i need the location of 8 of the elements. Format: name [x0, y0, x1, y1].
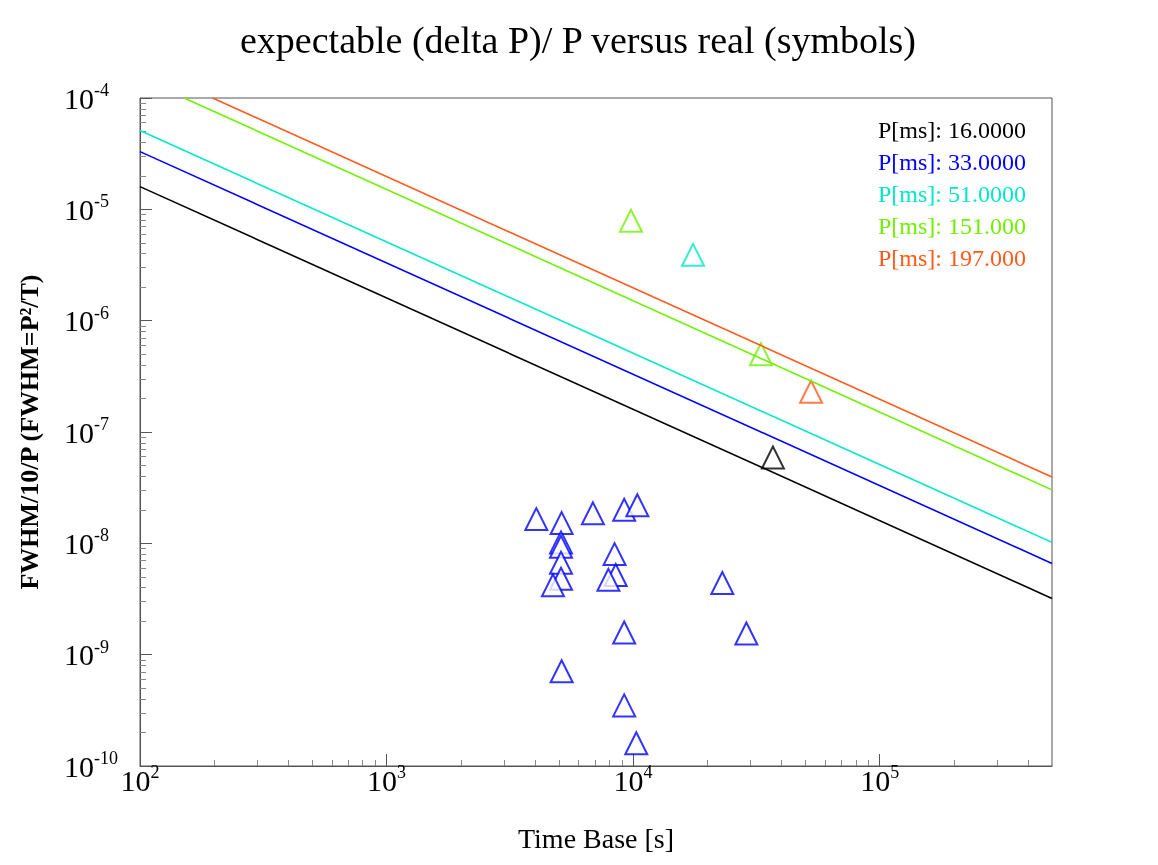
x-axis-title: Time Base [s] — [517, 822, 675, 854]
text: P[ms]: 33.0000 — [877, 149, 1026, 175]
text: P[ms]: 151.000 — [877, 213, 1026, 239]
text: P[ms]: 16.0000 — [877, 117, 1026, 143]
chart-title: expectable (delta P)/ P versus real (symbols) — [239, 19, 917, 62]
y-axis-title: FWHM/10/P (FWHM=P²/T) — [14, 274, 44, 590]
text: P[ms]: 197.000 — [877, 245, 1026, 271]
text: P[ms]: 51.0000 — [877, 181, 1026, 207]
